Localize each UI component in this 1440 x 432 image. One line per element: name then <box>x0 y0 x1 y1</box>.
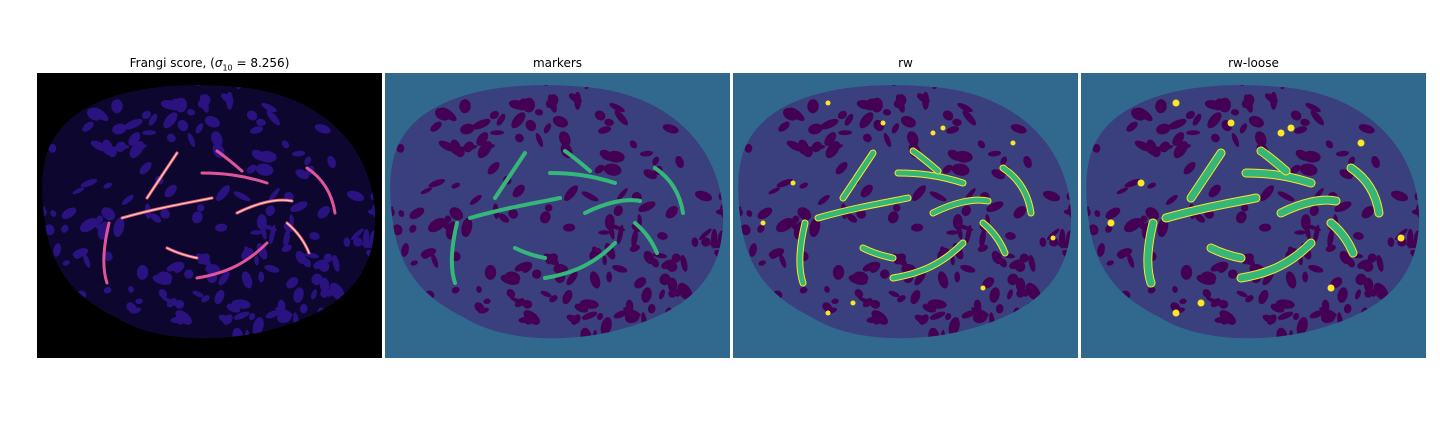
sigma-symbol: σ <box>214 56 223 70</box>
rw-svg <box>733 73 1078 358</box>
markers-image <box>385 73 730 358</box>
frangi-score-svg <box>37 73 382 358</box>
panel-title-rw-loose: rw-loose <box>1228 56 1279 70</box>
frangi-score-image <box>37 73 382 358</box>
frangi-title-prefix: Frangi score, ( <box>129 56 215 70</box>
panel-title-markers: markers <box>532 56 583 70</box>
sigma-value: = 8.256) <box>232 56 290 70</box>
rw-image <box>733 73 1078 358</box>
rw-loose-svg <box>1081 73 1426 358</box>
rw-loose-image <box>1081 73 1426 358</box>
panel-title-frangi: Frangi score, (σ10 = 8.256) <box>37 55 382 76</box>
markers-svg <box>385 73 730 358</box>
sigma-subscript: 10 <box>222 63 233 73</box>
panel-title-rw: rw <box>898 56 913 70</box>
